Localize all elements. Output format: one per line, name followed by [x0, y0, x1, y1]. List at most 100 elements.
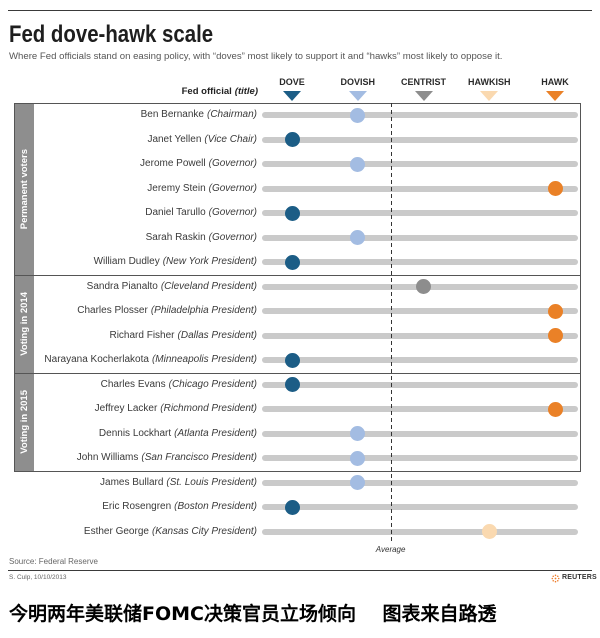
official-label: Jeffrey Lacker (Richmond President): [0, 397, 257, 422]
scale-marker-dovish: [348, 91, 367, 101]
official-name: Esther George: [83, 525, 149, 537]
stance-dot-dovish: [350, 107, 366, 123]
official-title: (Vice Chair): [204, 133, 257, 145]
official-row: Ben Bernanke (Chairman): [0, 103, 580, 128]
stance-dot-dove: [284, 254, 300, 270]
official-row: Daniel Tarullo (Governor): [0, 201, 580, 226]
official-label: Ben Bernanke (Chairman): [0, 103, 257, 128]
official-title: (Kansas City President): [151, 525, 257, 537]
stance-dot-dovish: [350, 475, 366, 491]
official-title: (Governor): [208, 231, 257, 243]
bar-track: [262, 259, 578, 266]
scale-label-centrist: CENTRIST: [401, 77, 446, 87]
official-row: Esther George (Kansas City President): [0, 520, 580, 545]
top-rule: [8, 10, 592, 11]
image-caption: 今明两年美联储FOMC决策官员立场倾向 图表来自路透: [9, 603, 497, 625]
bar-track: [262, 161, 578, 168]
official-row: Dennis Lockhart (Atlanta President): [0, 422, 580, 447]
stance-dot-hawkish: [481, 524, 497, 540]
chart-title: Fed dove-hawk scale: [9, 21, 214, 48]
bar-track: [262, 112, 578, 119]
average-label: Average: [375, 545, 406, 554]
stance-dot-hawk: [547, 328, 563, 344]
reuters-logo-text: REUTERS: [562, 574, 597, 581]
source-note: Source: Federal Reserve: [9, 557, 98, 566]
scale-label-dove: DOVE: [279, 77, 305, 87]
official-name: Jeremy Stein: [147, 182, 206, 194]
scale-label-dovish: DOVISH: [340, 77, 375, 87]
official-title: (Cleveland President): [160, 280, 257, 292]
stance-dot-hawk: [547, 181, 563, 197]
official-title: (Minneapolis President): [151, 354, 257, 365]
official-name: Jeffrey Lacker: [94, 403, 158, 414]
official-name: Narayana Kocherlakota: [44, 354, 149, 365]
official-label: Eric Rosengren (Boston President): [0, 495, 257, 520]
official-name: James Bullard: [100, 476, 164, 488]
official-title: (St. Louis President): [166, 476, 257, 488]
group-strip: Permanent voters: [15, 104, 34, 275]
reuters-logo: REUTERS: [551, 573, 597, 583]
bar-track: [262, 357, 578, 364]
group-box: [14, 372, 581, 472]
stance-dot-dovish: [350, 450, 366, 466]
official-title: (Governor): [208, 182, 257, 194]
official-name: Eric Rosengren: [102, 501, 172, 512]
official-row: Charles Plosser (Philadelphia President): [0, 299, 580, 324]
official-label: Esther George (Kansas City President): [0, 520, 257, 545]
official-label: Dennis Lockhart (Atlanta President): [0, 422, 257, 447]
official-label: Charles Evans (Chicago President): [0, 373, 257, 398]
bar-track: [262, 210, 578, 217]
official-title: (San Francisco President): [141, 452, 257, 463]
official-label: Jeremy Stein (Governor): [0, 177, 257, 202]
official-row: Charles Evans (Chicago President): [0, 373, 580, 398]
official-row: John Williams (San Francisco President): [0, 446, 580, 471]
official-label: Jerome Powell (Governor): [0, 152, 257, 177]
official-name: Janet Yellen: [147, 133, 202, 145]
bar-track: [262, 332, 578, 339]
stance-dot-dove: [284, 205, 300, 221]
scale-label-hawkish: HAWKISH: [468, 77, 511, 87]
official-name: Jerome Powell: [140, 158, 206, 169]
official-label: Sarah Raskin (Governor): [0, 226, 257, 251]
official-row: James Bullard (St. Louis President): [0, 471, 580, 496]
chart-subtitle: Where Fed officials stand on easing poli…: [9, 51, 503, 62]
stance-dot-centrist: [416, 279, 431, 295]
official-name: Richard Fisher: [109, 329, 175, 341]
official-title: (Philadelphia President): [150, 305, 257, 316]
official-row: Sarah Raskin (Governor): [0, 226, 580, 251]
bottom-rule: [8, 570, 592, 571]
bar-track: [262, 185, 578, 192]
official-name: Dennis Lockhart: [98, 427, 172, 439]
scale-marker-hawk: [546, 91, 564, 101]
bar-track: [262, 308, 578, 315]
official-row: Sandra Pianalto (Cleveland President): [0, 275, 580, 300]
group-strip: Voting in 2015: [15, 373, 34, 471]
stance-dot-dove: [284, 377, 300, 393]
bar-track: [262, 528, 578, 535]
scale-marker-centrist: [414, 91, 433, 101]
official-label: Charles Plosser (Philadelphia President): [0, 299, 257, 324]
stance-dot-dovish: [350, 426, 366, 442]
official-title: (Chairman): [206, 109, 257, 120]
stance-dot-hawk: [547, 401, 563, 417]
bar-track: [262, 504, 578, 511]
official-row: Narayana Kocherlakota (Minneapolis Presid…: [0, 348, 580, 373]
scale-marker-dove: [283, 91, 301, 101]
official-label: James Bullard (St. Louis President): [0, 471, 257, 496]
official-row: Eric Rosengren (Boston President): [0, 495, 580, 520]
official-row: Jerome Powell (Governor): [0, 152, 580, 177]
average-line: [391, 103, 392, 541]
stance-dot-hawk: [547, 303, 563, 319]
official-title: (Governor): [208, 207, 257, 218]
official-name: Charles Plosser: [77, 305, 148, 316]
stance-dot-dove: [284, 132, 300, 148]
official-title: (Atlanta President): [174, 427, 257, 439]
stance-dot-dove: [284, 499, 300, 515]
bar-track: [262, 430, 578, 437]
official-column-header: Fed official (title): [98, 86, 258, 98]
official-header-label: Fed official: [181, 86, 232, 97]
scale-label-hawk: HAWK: [541, 77, 569, 87]
official-name: Daniel Tarullo: [145, 207, 206, 218]
reuters-logo-icon: [551, 574, 560, 582]
official-label: Daniel Tarullo (Governor): [0, 201, 257, 226]
